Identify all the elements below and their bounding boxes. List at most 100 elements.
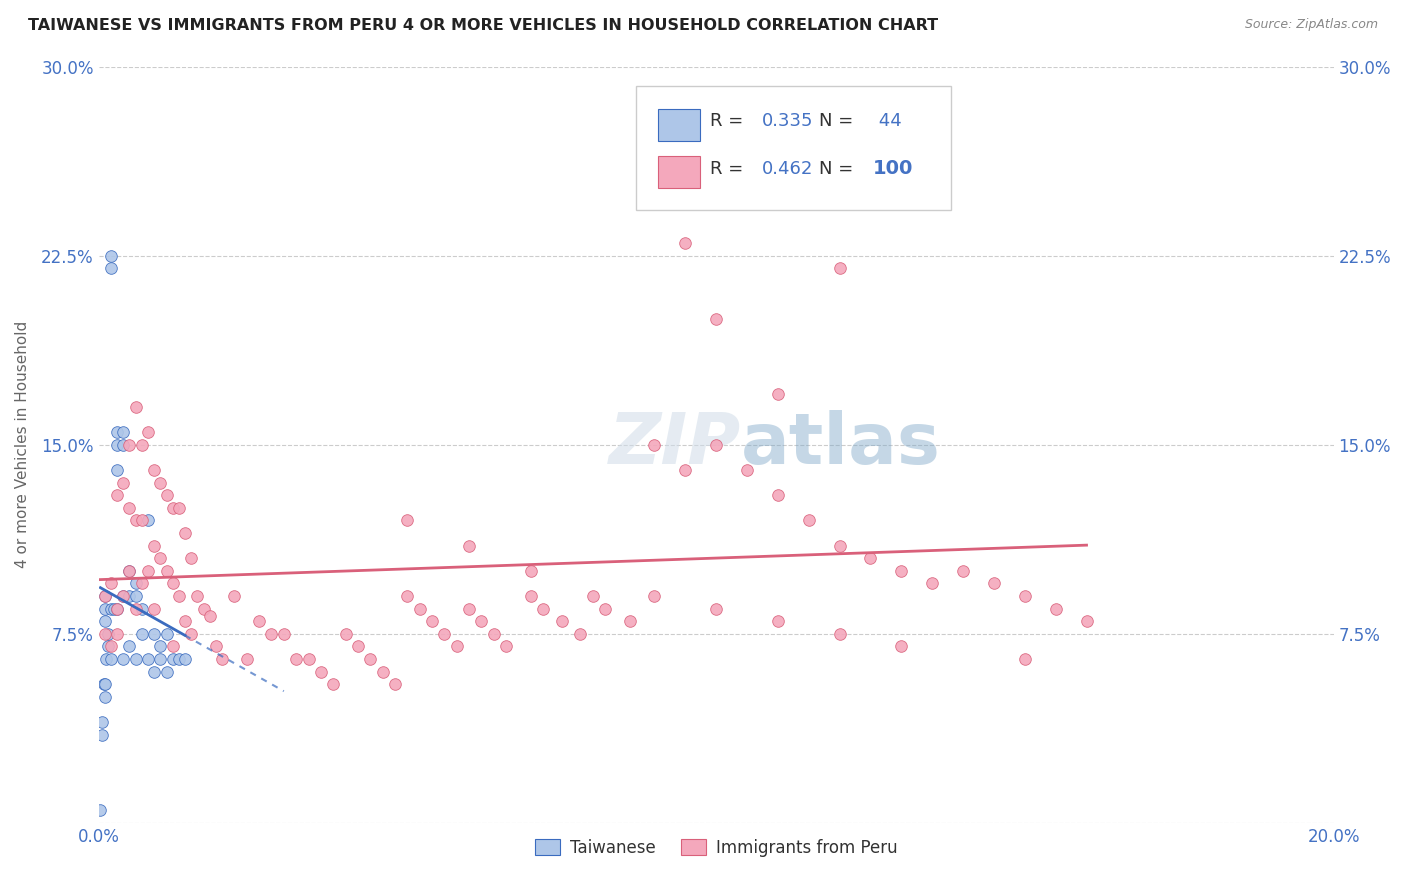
Point [155,488,177,502]
Point [94,589,117,603]
Point [273,627,295,641]
Point [105,627,128,641]
Point [581,589,603,603]
Point [983,576,1005,591]
Point [143,627,166,641]
Point [643,589,665,603]
Point [124,601,146,615]
Point [247,614,270,628]
Point [97,627,120,641]
Point [673,463,696,477]
Point [1045,601,1067,615]
Point [90,728,112,742]
Point [619,614,641,628]
Point [100,261,122,276]
Point [167,589,190,603]
Point [236,652,259,666]
Text: 100: 100 [873,159,914,178]
Point [396,513,419,527]
Point [828,627,851,641]
Point [103,601,125,615]
Point [495,640,517,654]
Point [828,261,851,276]
Text: 0.335: 0.335 [762,112,813,130]
Point [124,576,146,591]
Point [193,601,215,615]
Point [1014,589,1036,603]
Point [155,665,177,679]
Point [766,387,789,401]
Text: R =: R = [710,112,749,130]
Point [94,589,117,603]
Point [408,601,430,615]
Point [100,652,122,666]
Legend: Taiwanese, Immigrants from Peru: Taiwanese, Immigrants from Peru [529,832,904,863]
Point [446,640,468,654]
Text: atlas: atlas [741,410,941,479]
Point [186,589,208,603]
Point [112,425,135,439]
Point [458,539,481,553]
Point [921,576,943,591]
Point [112,589,135,603]
Point [593,601,616,615]
Point [124,589,146,603]
Point [118,640,141,654]
Point [297,652,319,666]
Point [162,640,184,654]
Point [143,463,166,477]
Point [118,564,141,578]
FancyBboxPatch shape [658,156,700,188]
Point [143,601,166,615]
Point [143,665,166,679]
Point [155,627,177,641]
Point [224,589,246,603]
Point [105,488,128,502]
Point [131,438,153,452]
Text: TAIWANESE VS IMMIGRANTS FROM PERU 4 OR MORE VEHICLES IN HOUSEHOLD CORRELATION CH: TAIWANESE VS IMMIGRANTS FROM PERU 4 OR M… [28,18,938,33]
Point [643,438,665,452]
Point [174,652,197,666]
Point [112,652,135,666]
Point [94,677,117,691]
Point [136,564,159,578]
Point [131,576,153,591]
Point [520,589,543,603]
Point [100,576,122,591]
Point [149,652,172,666]
Point [131,627,153,641]
Text: R =: R = [710,160,749,178]
Point [1014,652,1036,666]
Point [180,627,202,641]
Point [131,513,153,527]
Point [859,551,882,566]
Point [100,640,122,654]
Point [458,601,481,615]
Point [704,311,727,326]
Point [112,475,135,490]
Point [180,551,202,566]
Point [1076,614,1098,628]
Text: 44: 44 [873,112,901,130]
Text: ZIP: ZIP [609,410,741,479]
Point [100,249,122,263]
Text: N =: N = [818,160,859,178]
Point [162,576,184,591]
Point [371,665,394,679]
Point [105,601,128,615]
Point [384,677,406,691]
Point [112,438,135,452]
Point [433,627,456,641]
Point [97,640,120,654]
Text: Source: ZipAtlas.com: Source: ZipAtlas.com [1244,18,1378,31]
Point [643,186,665,200]
Point [673,235,696,250]
Point [105,601,128,615]
Point [420,614,443,628]
Point [112,589,135,603]
Point [322,677,344,691]
Point [149,475,172,490]
Point [735,463,758,477]
Point [94,614,117,628]
Point [174,614,197,628]
